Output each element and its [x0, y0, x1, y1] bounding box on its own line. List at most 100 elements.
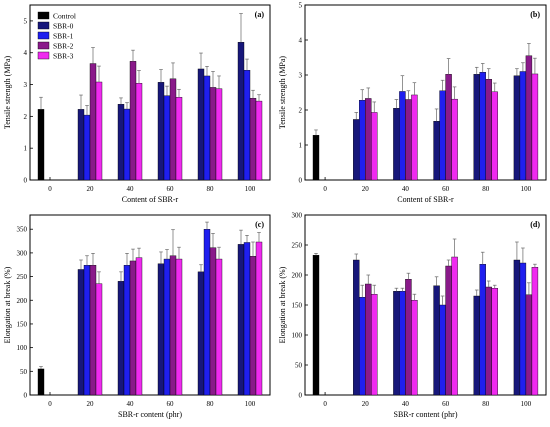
- bar-sbr-3: [491, 288, 498, 396]
- x-tick-label: 0: [323, 400, 327, 408]
- bar-control: [37, 109, 45, 181]
- bar-sbr-2: [89, 265, 97, 396]
- bar-sbr-3: [255, 100, 263, 181]
- y-tick-label: 50: [20, 368, 28, 376]
- bar-sbr-3: [531, 73, 539, 181]
- bar-sbr-0: [77, 269, 85, 396]
- legend-label: SBR-0: [53, 22, 74, 31]
- bar-sbr-3: [371, 112, 378, 181]
- bar-sbr-0: [393, 291, 400, 396]
- bar-sbr-1: [359, 99, 366, 181]
- bar-sbr-2: [485, 78, 492, 181]
- x-tick-label: 20: [87, 400, 95, 408]
- y-tick-label: 100: [292, 332, 303, 340]
- bar-sbr-0: [117, 281, 125, 396]
- bar-sbr-3: [411, 94, 418, 181]
- bar-control: [312, 134, 320, 181]
- legend-label: SBR-1: [53, 32, 74, 41]
- y-tick-label: 200: [17, 297, 28, 305]
- bar-sbr-2: [209, 247, 217, 396]
- bar-sbr-1: [439, 90, 446, 181]
- y-tick-label: 200: [292, 272, 303, 280]
- x-tick-label: 20: [87, 185, 95, 193]
- panel-label: (d): [530, 220, 540, 229]
- bar-sbr-2: [129, 61, 137, 181]
- y-tick-label: 150: [292, 302, 303, 310]
- y-axis-title: Elongation at break (%): [3, 266, 12, 343]
- x-axis-title: Content of SBR-r: [122, 195, 179, 204]
- bar-sbr-2: [445, 74, 452, 181]
- x-tick-label: 0: [48, 185, 52, 193]
- y-tick-label: 5: [299, 2, 303, 10]
- x-tick-label: 40: [402, 185, 410, 193]
- x-tick-label: 80: [207, 400, 215, 408]
- y-tick-label: 0: [24, 177, 28, 185]
- x-tick-label: 100: [245, 400, 256, 408]
- y-tick-label: 250: [17, 273, 28, 281]
- y-tick-label: 0: [299, 392, 303, 400]
- x-tick-label: 40: [402, 400, 410, 408]
- x-tick-label: 80: [482, 185, 490, 193]
- bar-sbr-3: [95, 81, 103, 181]
- y-tick-label: 4: [24, 49, 28, 57]
- bar-sbr-3: [451, 98, 458, 181]
- bar-sbr-0: [353, 119, 360, 181]
- y-tick-label: 150: [17, 320, 28, 328]
- bar-sbr-1: [359, 297, 366, 396]
- bar-sbr-0: [157, 263, 165, 396]
- bar-sbr-2: [89, 63, 97, 181]
- legend-label: SBR-3: [53, 52, 74, 61]
- y-tick-label: 3: [24, 81, 28, 89]
- bar-sbr-0: [157, 82, 165, 181]
- y-axis-title: Tensile strength (MPa): [3, 56, 12, 130]
- bar-sbr-0: [433, 285, 440, 396]
- bar-sbr-0: [117, 104, 125, 181]
- x-tick-label: 0: [48, 400, 52, 408]
- bar-sbr-3: [95, 283, 103, 396]
- y-axis-title: Elongation at break (%): [278, 266, 287, 343]
- bar-sbr-1: [399, 91, 406, 181]
- y-tick-label: 0: [24, 392, 28, 400]
- bar-sbr-1: [163, 258, 171, 396]
- y-axis-title: Tensile strength (MPa): [278, 56, 287, 130]
- x-tick-label: 100: [521, 400, 532, 408]
- x-tick-label: 20: [362, 400, 370, 408]
- bar-sbr-3: [135, 257, 143, 396]
- bar-sbr-3: [175, 258, 183, 396]
- y-tick-label: 2: [299, 107, 303, 115]
- bar-sbr-1: [519, 71, 527, 181]
- panel-label: (a): [255, 10, 265, 19]
- x-tick-label: 0: [323, 185, 327, 193]
- bar-sbr-0: [473, 295, 480, 396]
- chart-panel-4: 0 50 100 150 200 250 300 0 20 40 60 80 100 SBR-r cont…: [278, 212, 547, 419]
- bar-sbr-2: [169, 78, 177, 181]
- bar-sbr-3: [215, 88, 223, 181]
- bar-sbr-1: [479, 264, 486, 396]
- plot-frame: [29, 4, 271, 181]
- bar-sbr-2: [405, 99, 412, 181]
- bar-sbr-1: [479, 71, 486, 181]
- legend-swatch: [37, 41, 50, 50]
- legend-swatch: [37, 11, 50, 20]
- bar-control: [312, 254, 320, 396]
- x-tick-label: 20: [362, 185, 370, 193]
- bar-sbr-2: [365, 98, 372, 181]
- plot-frame: [304, 214, 547, 396]
- y-tick-label: 50: [295, 362, 303, 370]
- x-tick-label: 60: [167, 185, 175, 193]
- bar-sbr-2: [169, 255, 177, 396]
- legend-swatch: [37, 51, 50, 60]
- panel-label: (c): [255, 220, 264, 229]
- bar-sbr-2: [249, 256, 257, 396]
- bar-sbr-3: [491, 91, 498, 181]
- y-tick-label: 250: [292, 242, 303, 250]
- y-tick-label: 4: [299, 37, 303, 45]
- bar-sbr-1: [123, 265, 131, 396]
- bar-sbr-2: [525, 294, 533, 396]
- bar-sbr-1: [123, 108, 131, 181]
- bar-sbr-0: [197, 68, 205, 181]
- legend-label: SBR-2: [53, 42, 74, 51]
- chart-panel-2: 0 1 2 3 4 5 0 20 40 60 80 100 Content of SBR-r Tensil…: [278, 2, 547, 204]
- x-tick-label: 40: [127, 185, 135, 193]
